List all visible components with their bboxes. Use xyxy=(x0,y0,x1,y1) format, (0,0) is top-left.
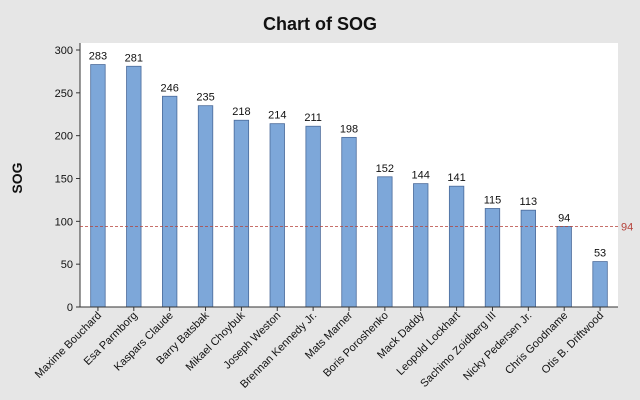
bar xyxy=(126,65,142,308)
bar xyxy=(162,95,178,308)
bar xyxy=(233,119,250,308)
bar-value-label: 94 xyxy=(558,212,570,224)
bar xyxy=(197,105,214,308)
bar-value-label: 152 xyxy=(376,163,394,175)
bar xyxy=(520,209,536,308)
bar-value-label: 144 xyxy=(412,170,430,182)
bar xyxy=(592,261,608,308)
bar-value-label: 246 xyxy=(160,82,178,94)
y-tick-label: 50 xyxy=(61,259,73,271)
bar xyxy=(305,125,321,308)
reference-line-label: 94 xyxy=(621,221,633,233)
chart-title: Chart of SOG xyxy=(263,14,377,34)
bar xyxy=(269,123,285,308)
y-axis: 0 50 100 150 200 250 300 xyxy=(55,43,81,314)
reference-line-group: 94 xyxy=(80,221,633,233)
bar xyxy=(413,183,429,308)
y-tick-label: 250 xyxy=(55,88,73,100)
bar-value-label: 141 xyxy=(447,172,465,184)
bars-group: 283 281 246 235 218 214 211 198 152 144 141 115 113 9… xyxy=(89,51,608,308)
bar-value-label: 211 xyxy=(304,112,322,124)
bar xyxy=(556,226,572,308)
y-tick-label: 150 xyxy=(55,174,73,186)
bar-value-label: 115 xyxy=(484,194,502,206)
bar-value-label: 235 xyxy=(196,92,214,104)
y-tick-label: 0 xyxy=(67,302,73,314)
bar xyxy=(341,136,357,308)
y-axis-title: SOG xyxy=(9,162,25,193)
bar xyxy=(484,208,501,308)
bar-value-label: 214 xyxy=(268,110,286,122)
bar-value-label: 283 xyxy=(89,51,107,63)
y-tick-label: 300 xyxy=(55,45,73,57)
y-tick-label: 100 xyxy=(55,216,73,228)
bar xyxy=(90,64,106,308)
bar-value-label: 281 xyxy=(125,52,143,64)
bar xyxy=(377,176,393,308)
bar-value-label: 113 xyxy=(520,196,538,208)
bar xyxy=(448,185,465,308)
bar-value-label: 198 xyxy=(340,123,358,135)
y-tick-label: 200 xyxy=(55,131,73,143)
bar-value-label: 53 xyxy=(594,248,606,260)
bar-value-label: 218 xyxy=(232,106,250,118)
